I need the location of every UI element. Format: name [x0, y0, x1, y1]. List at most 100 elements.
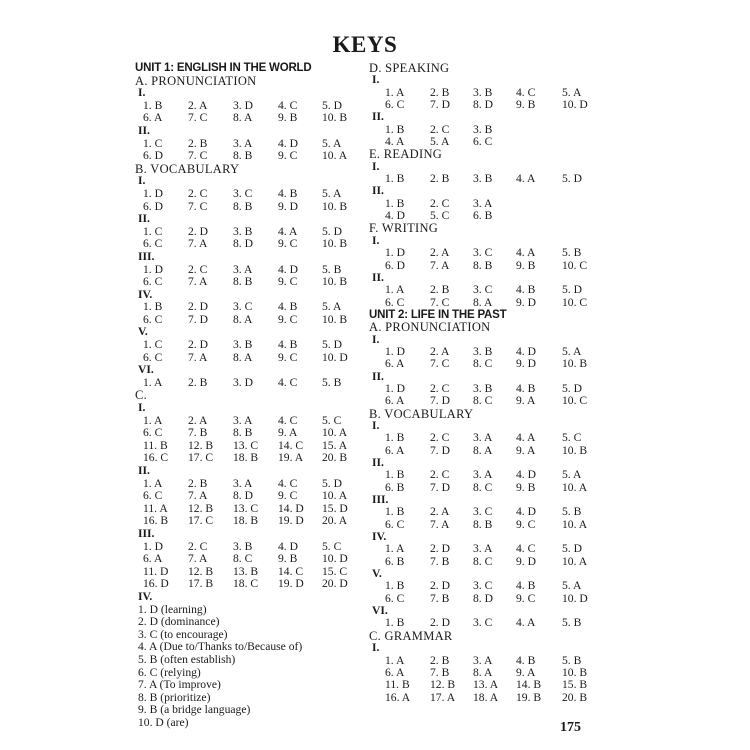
answer-item: 5. B (often establish) [138, 652, 236, 666]
answer-item: 4. A [516, 172, 536, 186]
answer-item: 8. A [233, 350, 253, 364]
part-label: I. [372, 332, 380, 346]
answer-item: 8. B (prioritize) [138, 690, 211, 704]
answer-item: 9. C [278, 489, 298, 503]
answer-item: 1. A [143, 413, 163, 427]
answer-item: 8. C [233, 552, 253, 566]
answer-item: 5. A [430, 135, 450, 149]
answer-item: 4. B [516, 283, 536, 297]
answer-item: 10. B [322, 312, 348, 326]
answer-item: 6. C [385, 591, 405, 605]
answer-item: 4. A [385, 135, 405, 149]
part-label: I. [372, 641, 380, 655]
answer-item: 9. C [278, 237, 298, 251]
part-label: II. [138, 123, 150, 137]
answer-item: 5. B [322, 375, 342, 389]
answer-item: 3. C [233, 300, 253, 314]
answer-row: 6. C 7. A 8. D 9. C 10. B [135, 238, 360, 251]
answer-item: 6. C [143, 489, 163, 503]
answer-row: 11. B 12. B 13. A 14. B 15. B [369, 678, 599, 692]
answer-item: 4. B [516, 579, 536, 593]
answer-item: 7. A [430, 258, 450, 272]
section-heading: C. [135, 388, 148, 403]
answer-item: 4. C [278, 413, 298, 427]
answer-item: 4. B [278, 338, 298, 352]
answer-item: 3. B [233, 539, 253, 553]
answer-item: 13. A [473, 678, 499, 692]
answer-item: 2. D [430, 616, 450, 630]
answer-item: 16. C [143, 451, 169, 465]
answer-item: 5. C [322, 539, 342, 553]
answer-item: 3. A [233, 136, 253, 150]
answer-item: 7. D [188, 312, 208, 326]
answer-item: 4. A [516, 431, 536, 445]
answer-item: 8. D [233, 489, 253, 503]
answer-item: 2. C [430, 468, 450, 482]
answer-row: 6. A 7. D 8. C 9. A 10. C [369, 394, 599, 408]
answer-item: 6. C [385, 295, 405, 309]
answer-item: 1. A [143, 476, 163, 490]
answer-row: 6. B 7. B 8. C 9. D 10. A [369, 555, 599, 568]
answer-item: 6. D [143, 149, 163, 163]
answer-item: 4. C [278, 375, 298, 389]
answer-item: 19. A [278, 451, 304, 465]
answer-item: 10. B [322, 199, 348, 213]
answer-item: 12. B [188, 501, 214, 515]
answer-item: 3. B [233, 224, 253, 238]
answer-item: 1. B [385, 616, 405, 630]
answer-item: 2. B [188, 136, 208, 150]
answer-item: 11. B [385, 678, 410, 692]
part-label: II. [372, 369, 384, 383]
answer-item: 13. C [233, 501, 259, 515]
answer-item: 9. D [516, 295, 536, 309]
part-label: IV. [138, 589, 153, 603]
answer-item: 5. D [322, 98, 342, 112]
part-label: III. [138, 249, 155, 263]
answer-item: 3. C [473, 283, 493, 297]
answer-item: 4. A [516, 246, 536, 260]
section-heading: F. WRITING [369, 221, 439, 236]
answer-item: 1. A [385, 85, 405, 99]
answer-item: 6. A [143, 111, 163, 125]
answer-item: 8. D [473, 98, 493, 112]
answer-item: 7. A [188, 275, 208, 289]
answer-row: 1. B 2. D 3. C 4. B 5. A [135, 301, 360, 314]
answer-item: 4. D [516, 505, 536, 519]
answer-item: 4. B [516, 381, 536, 395]
answer-item: 1. A [385, 283, 405, 297]
answer-row: 6. C 7. A 8. D 9. C 10. A [135, 490, 360, 503]
answer-item: 16. D [143, 577, 169, 591]
answer-item: 6. A [143, 552, 163, 566]
answer-item: 7. A [188, 237, 208, 251]
answer-item: 18. A [473, 690, 499, 704]
answer-item: 14. B [516, 678, 542, 692]
answer-item: 9. C [278, 350, 298, 364]
answer-item: 9. B (a bridge language) [138, 703, 251, 717]
part-label: II. [138, 464, 150, 477]
answer-row: 6. A 7. A 8. C 9. B 10. D [135, 553, 360, 566]
answer-item: 2. A [430, 246, 450, 260]
answer-item: 8. B [233, 149, 253, 163]
answer-item: 6. C [143, 426, 163, 440]
answer-item: 5. C [322, 413, 342, 427]
answer-item: 6. A [385, 394, 405, 408]
answer-item: 1. C [143, 224, 163, 238]
answer-row: 6. A 7. B 8. A 9. A 10. B [369, 666, 599, 679]
answer-item: 19. B [516, 690, 542, 704]
part-label: II. [138, 212, 150, 226]
answer-row: 6. C 7. A 8. A 9. C 10. D [135, 350, 360, 365]
answer-item: 10. A [562, 480, 588, 494]
answer-row: 11. D 12. B 13. B 14. C 15. C [135, 565, 360, 579]
answer-row: 1. A 2. D 3. A 4. C 5. D [369, 543, 599, 556]
answer-item: 4. B [278, 300, 298, 314]
answer-item: 17. C [188, 514, 214, 528]
answer-item: 8. A [473, 443, 493, 457]
answer-item: 10. C [562, 295, 588, 309]
answer-item: 2. A [430, 505, 450, 519]
answer-item: 1. D [143, 262, 163, 276]
part-label: I. [138, 86, 146, 100]
answer-item: 3. B [473, 381, 493, 395]
answer-item: 10. B [562, 357, 588, 371]
page-title: KEYS [332, 32, 398, 57]
answer-item: 4. D [385, 209, 405, 223]
